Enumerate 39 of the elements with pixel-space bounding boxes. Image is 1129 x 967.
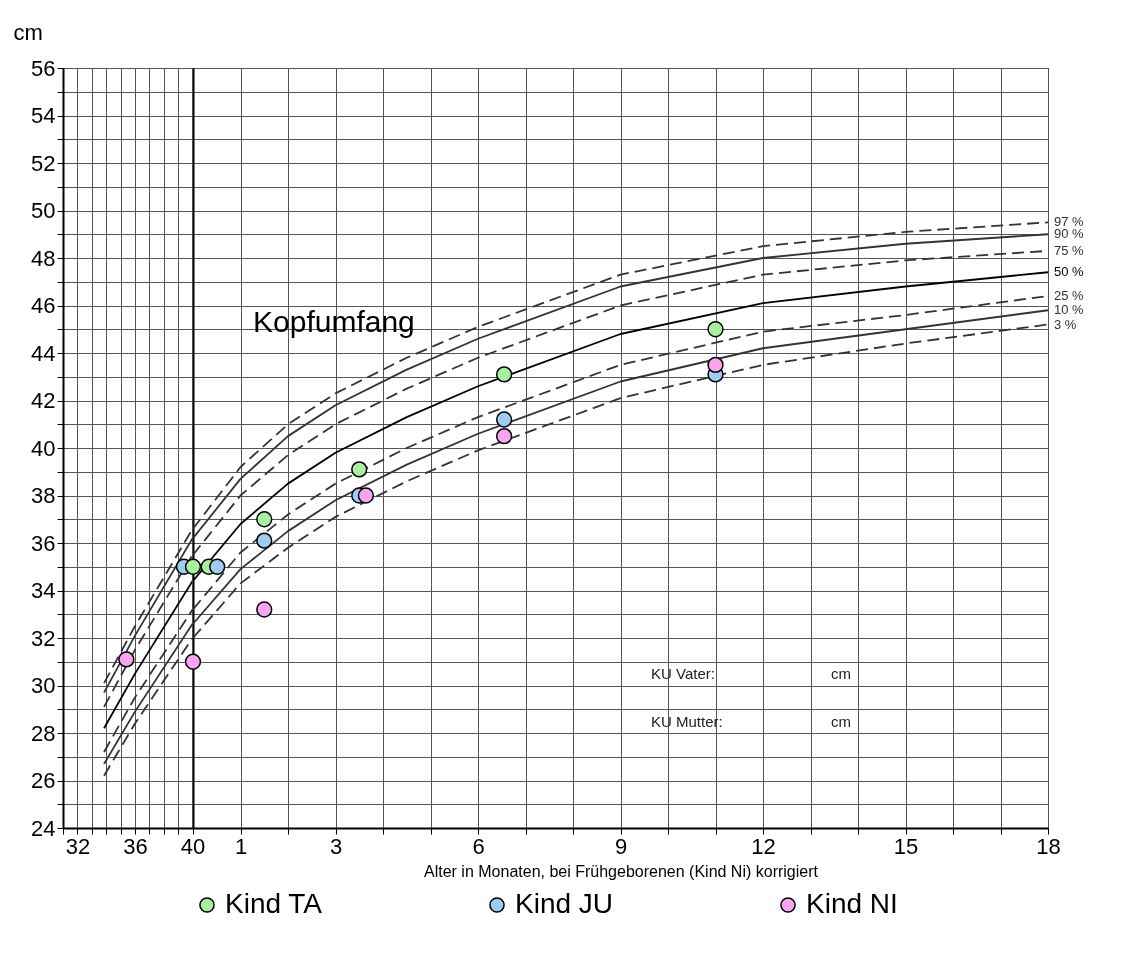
legend-label: Kind NI xyxy=(806,888,898,919)
x-tick-label: 12 xyxy=(751,833,776,859)
series-label: 25 % xyxy=(1054,288,1085,303)
x-tick-label: 36 xyxy=(123,833,148,859)
x-tick-label: 6 xyxy=(472,833,485,859)
y-tick-label: 44 xyxy=(31,340,56,366)
y-tick-label: 24 xyxy=(31,815,56,841)
y-axis-title: cm xyxy=(13,19,43,45)
legend-label: Kind JU xyxy=(515,888,614,919)
y-tick-label: 32 xyxy=(31,625,56,651)
y-tick-label: 54 xyxy=(31,103,56,128)
series-label: 10 % xyxy=(1054,302,1085,318)
x-tick-label: 32 xyxy=(65,833,91,859)
x-tick-label: 1 xyxy=(234,833,248,859)
annotation: cm xyxy=(831,712,851,730)
x-tick-label: 15 xyxy=(893,833,919,859)
series-label: 3 % xyxy=(1054,316,1077,332)
legend-label: Kind TA xyxy=(225,888,323,919)
y-tick-label: 38 xyxy=(31,483,56,508)
x-tick-label: 40 xyxy=(180,833,206,859)
series-label: 50 % xyxy=(1054,264,1085,280)
x-tick-label: 3 xyxy=(329,833,343,859)
y-tick-label: 34 xyxy=(31,578,56,603)
y-tick-label: 26 xyxy=(31,768,56,793)
x-tick-label: 18 xyxy=(1036,833,1061,859)
y-tick-label: 42 xyxy=(31,388,56,413)
y-tick-label: 28 xyxy=(31,720,56,746)
y-tick-label: 56 xyxy=(31,55,56,81)
x-axis-title: Alter in Monaten, bei Frühgeborenen (Kind Ni) korrigiert xyxy=(424,862,819,880)
y-tick-label: 36 xyxy=(31,530,56,556)
y-tick-label: 48 xyxy=(31,245,56,271)
x-tick-label: 9 xyxy=(614,833,628,859)
y-tick-label: 40 xyxy=(31,435,56,461)
series-label: 75 % xyxy=(1054,242,1085,258)
annotation: cm xyxy=(831,665,851,682)
y-tick-label: 52 xyxy=(31,150,56,176)
y-tick-label: 50 xyxy=(31,198,56,223)
y-tick-label: 46 xyxy=(31,293,56,318)
y-tick-label: 30 xyxy=(31,673,56,698)
